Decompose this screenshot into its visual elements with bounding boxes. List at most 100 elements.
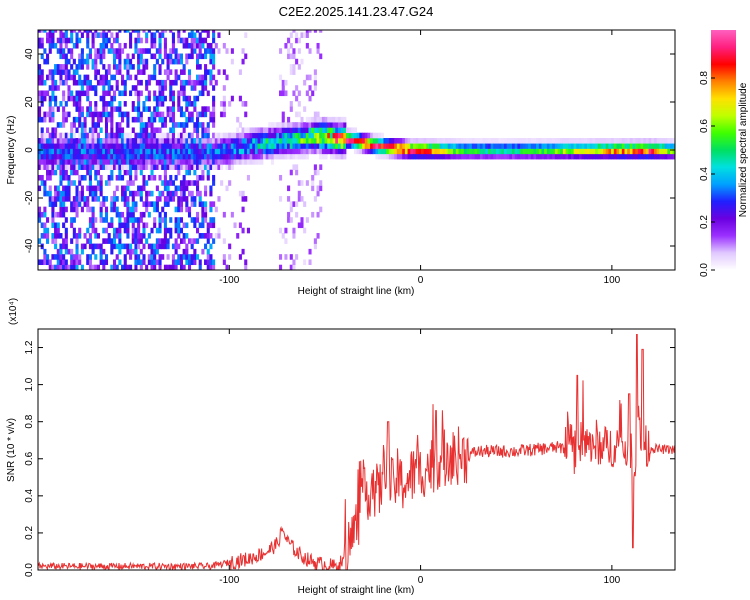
heatmap-cell	[335, 116, 339, 123]
heatmap-cell	[64, 174, 68, 181]
heatmap-cell	[672, 148, 675, 155]
heatmap-cell	[345, 127, 350, 134]
heatmap-cell	[104, 32, 109, 38]
heatmap-cell	[627, 148, 631, 155]
heatmap-cell	[158, 132, 162, 139]
heatmap-cell	[78, 101, 82, 107]
heatmap-cell	[88, 243, 92, 250]
heatmap-cell	[295, 95, 299, 102]
heatmap-cell	[487, 138, 491, 144]
heatmap-cell	[115, 206, 119, 213]
heatmap-cell	[222, 238, 226, 244]
heatmap-cell	[51, 42, 55, 49]
heatmap-cell	[48, 37, 52, 44]
heatmap-cell	[386, 153, 390, 160]
heatmap-cell	[126, 164, 130, 170]
heatmap-cell	[118, 58, 122, 65]
heatmap-cell	[56, 159, 60, 165]
heatmap-cell	[423, 148, 427, 155]
heatmap-cell	[220, 159, 224, 165]
heatmap-cell	[131, 53, 135, 60]
heatmap-cell	[99, 48, 103, 54]
heatmap-cell	[134, 90, 138, 97]
heatmap-cell	[370, 132, 374, 139]
heatmap-cell	[201, 143, 205, 149]
heatmap-cell	[308, 248, 312, 255]
heatmap-cell	[364, 143, 368, 149]
heatmap-cell	[134, 206, 138, 213]
heatmap-cell	[220, 153, 224, 160]
heatmap-cell	[145, 127, 149, 134]
heatmap-cell	[206, 32, 210, 38]
heatmap-cell	[463, 138, 467, 144]
heatmap-cell	[300, 32, 304, 38]
heatmap-cell	[447, 148, 451, 155]
heatmap-cell	[129, 42, 133, 49]
heatmap-cell	[91, 143, 95, 149]
heatmap-cell	[99, 111, 103, 118]
heatmap-cell	[48, 95, 52, 102]
heatmap-cell	[96, 159, 100, 165]
heatmap-cell	[72, 217, 76, 223]
heatmap-cell	[145, 32, 149, 38]
heatmap-cell	[145, 64, 149, 70]
heatmap-cell	[67, 132, 71, 139]
heatmap-cell	[212, 132, 216, 139]
heatmap-cell	[78, 30, 82, 33]
heatmap-cell	[187, 69, 192, 75]
heatmap-cell	[43, 185, 47, 192]
heatmap-cell	[80, 106, 84, 112]
heatmap-cell	[214, 153, 218, 160]
heatmap-cell	[48, 153, 52, 160]
heatmap-cell	[104, 211, 109, 218]
heatmap-cell	[340, 132, 344, 139]
heatmap-cell	[265, 148, 269, 155]
heatmap-cell	[56, 248, 60, 255]
heatmap-cell	[51, 116, 55, 123]
heatmap-cell	[59, 143, 63, 149]
heatmap-cell	[107, 143, 111, 149]
heatmap-cell	[212, 111, 216, 118]
heatmap-cell	[661, 143, 666, 149]
heatmap-cell	[198, 148, 202, 155]
heatmap-cell	[150, 148, 154, 155]
heatmap-cell	[43, 180, 47, 186]
heatmap-cell	[201, 222, 205, 229]
heatmap-cell	[88, 233, 92, 239]
heatmap-cell	[182, 138, 186, 144]
heatmap-cell	[139, 90, 143, 97]
heatmap-cell	[96, 138, 100, 144]
heatmap-cell	[209, 58, 213, 65]
heatmap-cell	[238, 95, 242, 102]
heatmap-cell	[667, 143, 671, 149]
heatmap-cell	[549, 138, 553, 144]
heatmap-cell	[573, 148, 577, 155]
heatmap-cell	[46, 132, 50, 139]
heatmap-cell	[536, 138, 540, 144]
heatmap-cell	[512, 138, 516, 144]
heatmap-cell	[246, 127, 250, 134]
heatmap-cell	[260, 153, 264, 160]
heatmap-cell	[287, 132, 291, 139]
heatmap-cell	[404, 138, 408, 144]
heatmap-cell	[498, 138, 502, 144]
heatmap-cell	[201, 74, 205, 81]
heatmap-cell	[59, 201, 63, 207]
heatmap-cell	[533, 143, 537, 149]
heatmap-cell	[463, 153, 467, 160]
heatmap-cell	[206, 248, 210, 255]
heatmap-cell	[96, 233, 100, 239]
heatmap-cell	[169, 30, 173, 33]
heatmap-cell	[115, 48, 119, 54]
heatmap-cell	[177, 243, 181, 250]
heatmap-cell	[129, 217, 133, 223]
heatmap-cell	[185, 185, 189, 192]
heatmap-cell	[54, 79, 58, 86]
heatmap-cell	[276, 138, 280, 144]
heatmap-cell	[423, 143, 427, 149]
heatmap-cell	[80, 132, 84, 139]
heatmap-cell	[139, 259, 143, 266]
heatmap-cell	[112, 264, 117, 270]
heatmap-cell	[653, 148, 658, 155]
heatmap-cell	[142, 227, 146, 234]
